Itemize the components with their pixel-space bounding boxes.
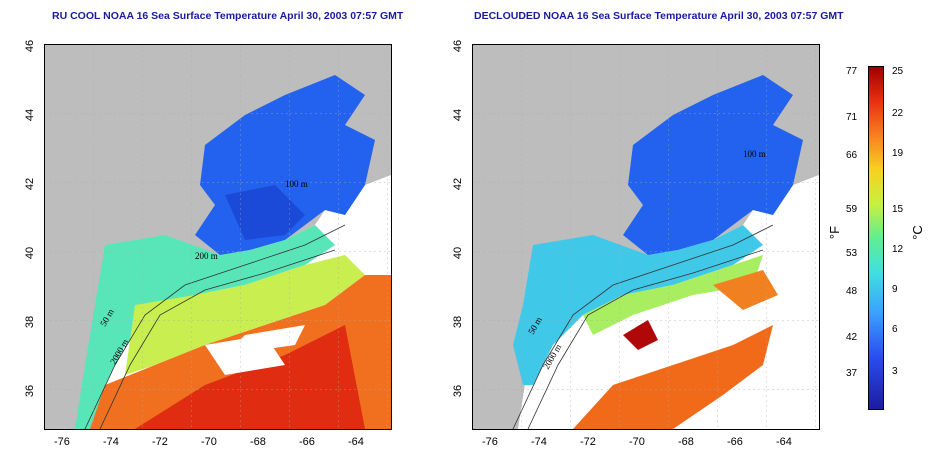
colorbar-celsius-tick: 22 xyxy=(892,108,904,119)
colorbar-celsius-tick: 12 xyxy=(892,244,904,255)
x-tick-label: -68 xyxy=(250,436,266,448)
left-sst-map: 200 m 50 m 2000 m 100 m xyxy=(44,44,392,430)
x-tick-label: -68 xyxy=(678,436,694,448)
contour-label: 100 m xyxy=(285,179,308,189)
x-tick-label: -74 xyxy=(103,436,119,448)
colorbar-celsius-tick: 3 xyxy=(892,366,898,377)
x-tick-label: -72 xyxy=(580,436,596,448)
y-tick-label: 36 xyxy=(452,384,465,398)
x-tick-label: -72 xyxy=(152,436,168,448)
colorbar-celsius-tick: 6 xyxy=(892,324,898,335)
celsius-unit-label: °C xyxy=(909,225,925,240)
colorbar-celsius-tick: 15 xyxy=(892,204,904,215)
x-tick-label: -64 xyxy=(776,436,792,448)
y-tick-label: 46 xyxy=(24,39,37,53)
colorbar-fahrenheit-tick: 37 xyxy=(846,368,858,379)
y-tick-label: 42 xyxy=(452,177,465,191)
x-tick-label: -64 xyxy=(348,436,364,448)
colorbar-fahrenheit-tick: 66 xyxy=(846,150,858,161)
colorbar-celsius-tick: 9 xyxy=(892,284,898,295)
x-tick-label: -70 xyxy=(201,436,217,448)
colorbar-celsius-tick: 19 xyxy=(892,148,904,159)
contour-label: 100 m xyxy=(743,149,766,159)
colorbar-celsius-tick: 25 xyxy=(892,66,904,77)
x-tick-label: -76 xyxy=(54,436,70,448)
x-tick-label: -66 xyxy=(299,436,315,448)
colorbar-fahrenheit-tick: 77 xyxy=(846,66,858,77)
right-sst-map: 100 m 50 m 2000 m xyxy=(472,44,820,430)
y-tick-label: 40 xyxy=(24,246,37,260)
colorbar-fahrenheit-tick: 71 xyxy=(846,112,858,123)
x-tick-label: -70 xyxy=(629,436,645,448)
left-map-title: RU COOL NOAA 16 Sea Surface Temperature … xyxy=(52,10,404,22)
y-tick-label: 42 xyxy=(24,177,37,191)
y-tick-label: 44 xyxy=(24,108,37,122)
y-tick-label: 38 xyxy=(452,315,465,329)
colorbar-fahrenheit-tick: 48 xyxy=(846,286,858,297)
y-tick-label: 38 xyxy=(24,315,37,329)
colorbar-fahrenheit-tick: 42 xyxy=(846,332,858,343)
contour-label: 200 m xyxy=(195,251,218,261)
y-tick-label: 36 xyxy=(24,384,37,398)
colorbar-fahrenheit-tick: 53 xyxy=(846,248,858,259)
x-tick-label: -74 xyxy=(531,436,547,448)
x-tick-label: -76 xyxy=(482,436,498,448)
right-map-title: DECLOUDED NOAA 16 Sea Surface Temperatur… xyxy=(474,10,844,22)
y-tick-label: 44 xyxy=(452,108,465,122)
fahrenheit-unit-label: °F xyxy=(827,225,843,240)
x-tick-label: -66 xyxy=(727,436,743,448)
colorbar-fahrenheit-tick: 59 xyxy=(846,204,858,215)
y-tick-label: 40 xyxy=(452,246,465,260)
y-tick-label: 46 xyxy=(452,39,465,53)
temperature-colorbar xyxy=(868,66,884,410)
